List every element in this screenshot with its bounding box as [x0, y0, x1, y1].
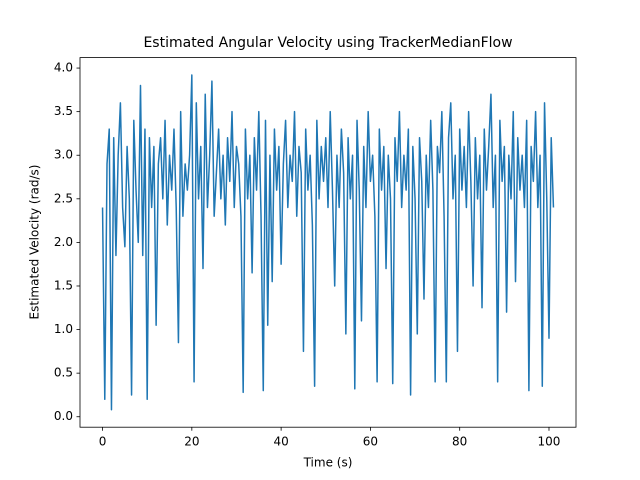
y-tick-label: 2.5 — [54, 191, 73, 205]
x-tick-label: 0 — [99, 435, 107, 449]
x-tick-label: 100 — [538, 435, 561, 449]
y-tick-label: 0.0 — [54, 409, 73, 423]
y-tick-label: 1.5 — [54, 278, 73, 292]
axes-frame — [79, 57, 577, 428]
y-tick-label: 1.0 — [54, 322, 73, 336]
y-tick-label: 3.5 — [54, 104, 73, 118]
y-tick-label: 3.0 — [54, 148, 73, 162]
y-tick-label: 2.0 — [54, 235, 73, 249]
y-tick-label: 0.5 — [54, 366, 73, 380]
x-tick-label: 60 — [363, 435, 378, 449]
data-line — [101, 74, 555, 411]
y-tick-label: 4.0 — [54, 61, 73, 75]
x-tick-label: 20 — [184, 435, 199, 449]
y-axis-label: Estimated Velocity (rad/s) — [28, 165, 42, 320]
x-tick-label: 80 — [452, 435, 467, 449]
chart-title: Estimated Angular Velocity using Tracker… — [143, 35, 512, 51]
x-axis-label: Time (s) — [303, 456, 353, 470]
x-tick-label: 40 — [273, 435, 288, 449]
